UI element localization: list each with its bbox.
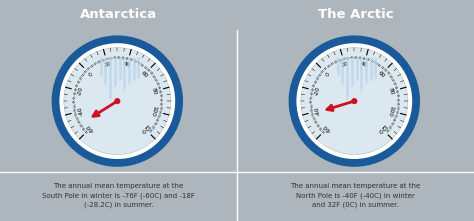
Text: The Arctic: The Arctic xyxy=(318,8,393,21)
Circle shape xyxy=(59,43,175,159)
Text: 60: 60 xyxy=(140,70,148,79)
Text: 20: 20 xyxy=(340,61,349,68)
Text: -20: -20 xyxy=(314,86,321,97)
Circle shape xyxy=(301,48,408,154)
Text: -40: -40 xyxy=(314,106,321,116)
Text: 40: 40 xyxy=(123,61,131,68)
Text: The annual mean temperature at the
North Pole is -40F (-40C) in winter
and 32F (: The annual mean temperature at the North… xyxy=(291,183,420,208)
Text: 80: 80 xyxy=(151,87,157,95)
Text: 120: 120 xyxy=(138,122,150,133)
Text: -60: -60 xyxy=(85,123,96,133)
Text: 120: 120 xyxy=(375,122,387,133)
Circle shape xyxy=(351,98,357,104)
Text: 20: 20 xyxy=(103,61,112,68)
Text: 60: 60 xyxy=(377,70,385,79)
Text: -60: -60 xyxy=(322,123,333,133)
Text: 0: 0 xyxy=(87,71,94,77)
Text: -20: -20 xyxy=(77,86,84,97)
Text: 100: 100 xyxy=(150,105,158,117)
Text: 100: 100 xyxy=(387,105,395,117)
Text: The annual mean temperature at the
South Pole in winter is -76F (-60C) and -18F
: The annual mean temperature at the South… xyxy=(42,183,195,208)
Circle shape xyxy=(64,48,171,154)
Text: 0: 0 xyxy=(324,71,331,77)
Circle shape xyxy=(52,35,183,167)
Text: -40: -40 xyxy=(77,106,84,116)
Circle shape xyxy=(289,35,420,167)
Text: Antarctica: Antarctica xyxy=(80,8,157,21)
Text: 80: 80 xyxy=(388,87,394,95)
Circle shape xyxy=(114,98,120,104)
Circle shape xyxy=(296,43,412,159)
Text: 40: 40 xyxy=(360,61,368,68)
